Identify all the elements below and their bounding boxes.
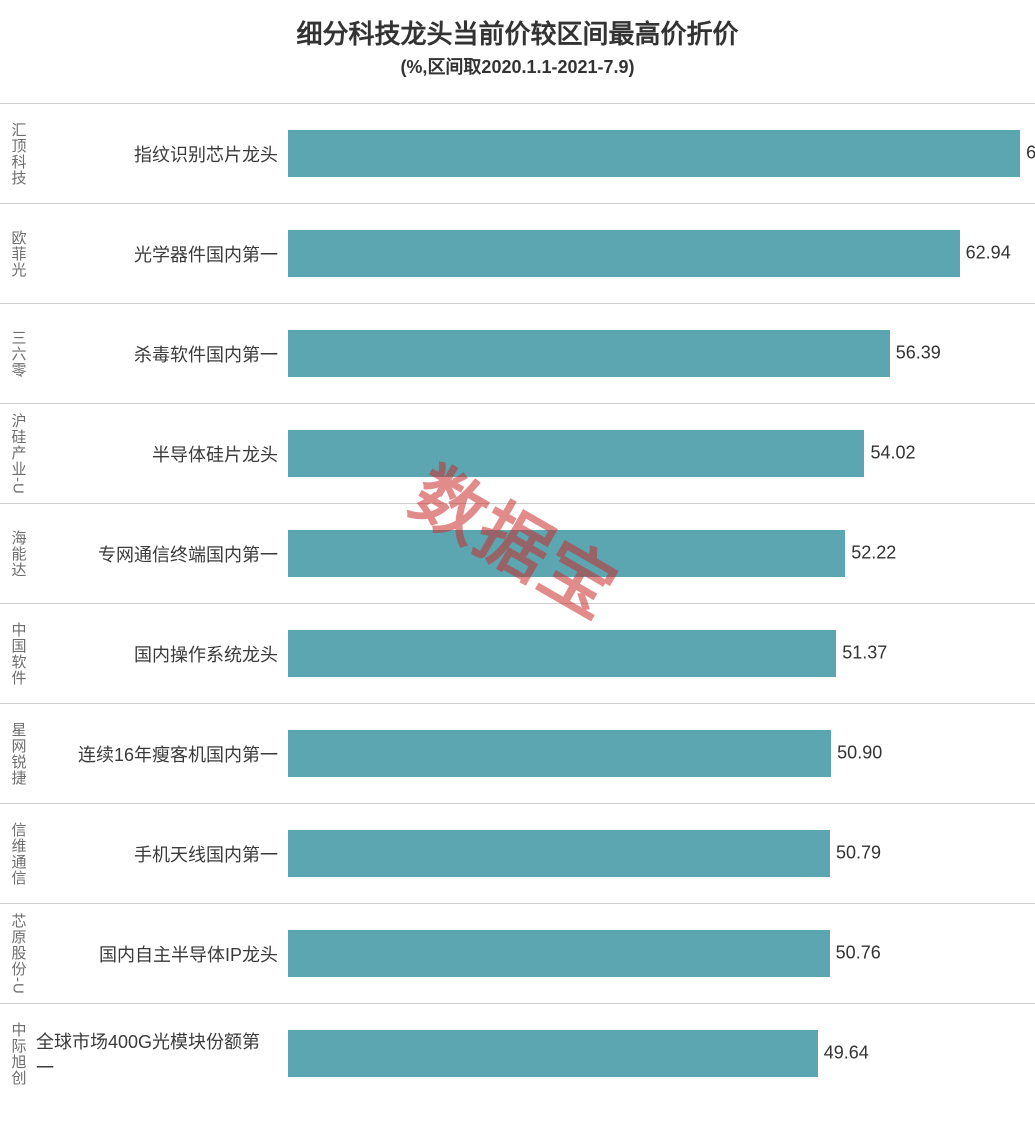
bar-value-label: 51.37 [836, 643, 887, 664]
group-label: 芯原股份-U [8, 913, 29, 995]
bar-value-label: 50.79 [830, 843, 881, 864]
group-cell: 中国软件 [0, 603, 36, 703]
category-label: 连续16年瘦客机国内第一 [36, 703, 288, 803]
chart-plot-area: 汇顶科技指纹识别芯片龙头68.61欧菲光光学器件国内第一62.94三六零杀毒软件… [0, 103, 1035, 1103]
chart-subtitle: (%,区间取2020.1.1-2021-7.9) [0, 53, 1035, 79]
bar-track: 51.37 [288, 603, 1035, 703]
group-cell: 三六零 [0, 303, 36, 403]
bar: 50.90 [288, 730, 831, 778]
group-label: 中国软件 [8, 622, 29, 686]
bar: 50.79 [288, 830, 830, 878]
bar: 51.37 [288, 630, 836, 678]
bar-value-label: 54.02 [864, 443, 915, 464]
bar: 49.64 [288, 1030, 818, 1078]
category-label: 手机天线国内第一 [36, 803, 288, 903]
category-label: 指纹识别芯片龙头 [36, 103, 288, 203]
group-cell: 信维通信 [0, 803, 36, 903]
group-cell: 芯原股份-U [0, 903, 36, 1003]
category-label: 全球市场400G光模块份额第一 [36, 1003, 288, 1103]
bar: 62.94 [288, 230, 960, 278]
group-cell: 欧菲光 [0, 203, 36, 303]
bar-value-label: 68.61 [1020, 143, 1035, 164]
bar: 68.61 [288, 130, 1020, 178]
bar-track: 56.39 [288, 303, 1035, 403]
group-cell: 汇顶科技 [0, 103, 36, 203]
bar-track: 68.61 [288, 103, 1035, 203]
group-label: 信维通信 [8, 822, 29, 886]
group-cell: 中际旭创 [0, 1003, 36, 1103]
group-label: 汇顶科技 [8, 122, 29, 186]
bar-value-label: 49.64 [818, 1043, 869, 1064]
group-label: 沪硅产业-U [8, 413, 29, 495]
group-cell: 星网锐捷 [0, 703, 36, 803]
category-label: 国内操作系统龙头 [36, 603, 288, 703]
bar-track: 50.79 [288, 803, 1035, 903]
bar-value-label: 56.39 [890, 343, 941, 364]
bar-value-label: 62.94 [960, 243, 1011, 264]
bar-track: 49.64 [288, 1003, 1035, 1103]
category-label: 光学器件国内第一 [36, 203, 288, 303]
group-cell: 沪硅产业-U [0, 403, 36, 503]
bar: 56.39 [288, 330, 890, 378]
category-label: 国内自主半导体IP龙头 [36, 903, 288, 1003]
bar-value-label: 50.76 [830, 943, 881, 964]
bar-track: 62.94 [288, 203, 1035, 303]
group-label: 星网锐捷 [8, 722, 29, 786]
bar-value-label: 50.90 [831, 743, 882, 764]
bar-track: 52.22 [288, 503, 1035, 603]
bar-value-label: 52.22 [845, 543, 896, 564]
bar: 50.76 [288, 930, 830, 978]
category-label: 杀毒软件国内第一 [36, 303, 288, 403]
group-label: 欧菲光 [8, 230, 29, 278]
group-label: 三六零 [8, 330, 29, 378]
group-label: 中际旭创 [8, 1022, 29, 1086]
bar-track: 50.76 [288, 903, 1035, 1003]
bar: 54.02 [288, 430, 864, 478]
category-label: 专网通信终端国内第一 [36, 503, 288, 603]
category-label: 半导体硅片龙头 [36, 403, 288, 503]
bar-track: 50.90 [288, 703, 1035, 803]
chart-container: 细分科技龙头当前价较区间最高价折价 (%,区间取2020.1.1-2021-7.… [0, 0, 1035, 1148]
bar-track: 54.02 [288, 403, 1035, 503]
chart-title: 细分科技龙头当前价较区间最高价折价 [0, 0, 1035, 51]
group-label: 海能达 [8, 530, 29, 578]
bar: 52.22 [288, 530, 845, 578]
group-cell: 海能达 [0, 503, 36, 603]
